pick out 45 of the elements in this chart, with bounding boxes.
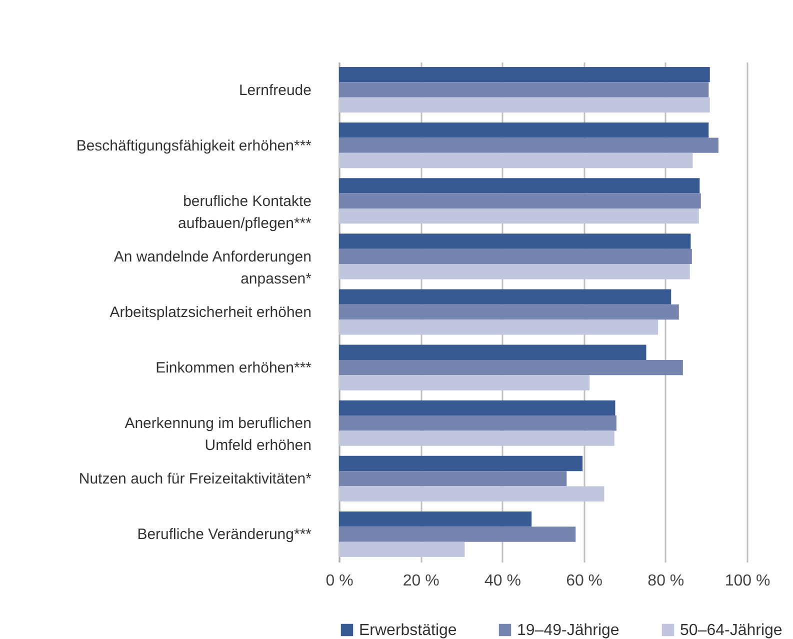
legend-label: Erwerbstätige [359,622,457,639]
bar [339,471,567,486]
x-tick-label: 0 % [326,572,354,590]
y-tick-label: Beschäftigungsfähigkeit erhöhen*** [76,137,312,154]
bar [339,360,683,376]
bar [339,264,690,280]
bar [339,289,672,304]
bar [339,138,718,153]
bar [339,344,646,360]
bar [339,375,590,390]
bar [339,97,710,113]
x-tick-label: 60 % [566,572,603,590]
bar [339,208,699,224]
bar [339,248,692,264]
legend-label: 50–64-Jährige [680,622,782,639]
bar [339,320,658,335]
x-tick-label: 40 % [484,572,521,590]
y-tick-label: Lernfreude [238,82,312,99]
y-tick-label: An wandelnde Anforderungen anpassen* [114,248,312,288]
y-tick-label: Anerkennung im beruflichen Umfeld erhöhen [124,415,312,454]
bar [339,122,709,138]
y-tick-label: Nutzen auch für Freizeitaktivitäten* [78,470,312,488]
bar [339,304,679,320]
x-tick-label: 100 % [724,572,770,590]
bar [339,542,465,557]
y-tick-label: berufliche Kontakte aufbauen/pflegen*** [178,192,312,232]
bar [339,234,691,249]
bar [339,511,532,527]
bar [339,416,616,431]
bar [339,82,709,98]
bar [339,456,583,472]
bar [339,430,614,446]
bar [339,193,701,208]
x-tick-label: 20 % [402,572,440,590]
bar [339,178,700,194]
y-tick-label: Arbeitsplatzsicherheit erhöhen [110,304,312,321]
bar [339,526,576,542]
x-tick-label: 80 % [648,572,684,590]
bar [339,400,616,416]
y-tick-label: Einkommen erhöhen*** [156,360,312,377]
y-tick-label: Berufliche Veränderung*** [137,526,312,544]
legend-label: 19–49-Jährige [517,622,620,639]
bar [339,486,604,502]
bar [339,152,693,168]
bar [339,67,710,82]
